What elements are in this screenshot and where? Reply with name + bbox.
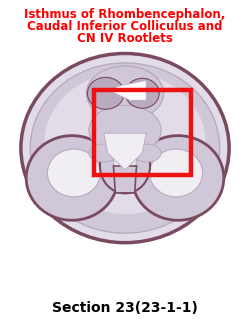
Text: Isthmus of Rhombencephalon,: Isthmus of Rhombencephalon, [24, 8, 226, 21]
Ellipse shape [86, 66, 164, 121]
Ellipse shape [89, 144, 118, 162]
Ellipse shape [21, 53, 229, 243]
Ellipse shape [126, 78, 159, 108]
Ellipse shape [30, 63, 220, 233]
Ellipse shape [100, 139, 150, 193]
Ellipse shape [88, 77, 124, 109]
Ellipse shape [150, 149, 203, 197]
Ellipse shape [44, 72, 206, 214]
PathPatch shape [104, 133, 146, 170]
Text: CN IV Rootlets: CN IV Rootlets [77, 32, 173, 45]
Ellipse shape [114, 146, 136, 174]
Ellipse shape [132, 144, 161, 162]
Text: Caudal Inferior Colliculus and: Caudal Inferior Colliculus and [27, 19, 223, 33]
Bar [94, 90, 190, 175]
Ellipse shape [132, 136, 224, 220]
PathPatch shape [110, 81, 146, 100]
Ellipse shape [89, 105, 161, 155]
Text: Section 23(23-1-1): Section 23(23-1-1) [52, 301, 198, 315]
Ellipse shape [48, 149, 100, 197]
PathPatch shape [114, 166, 136, 193]
Ellipse shape [26, 136, 118, 220]
